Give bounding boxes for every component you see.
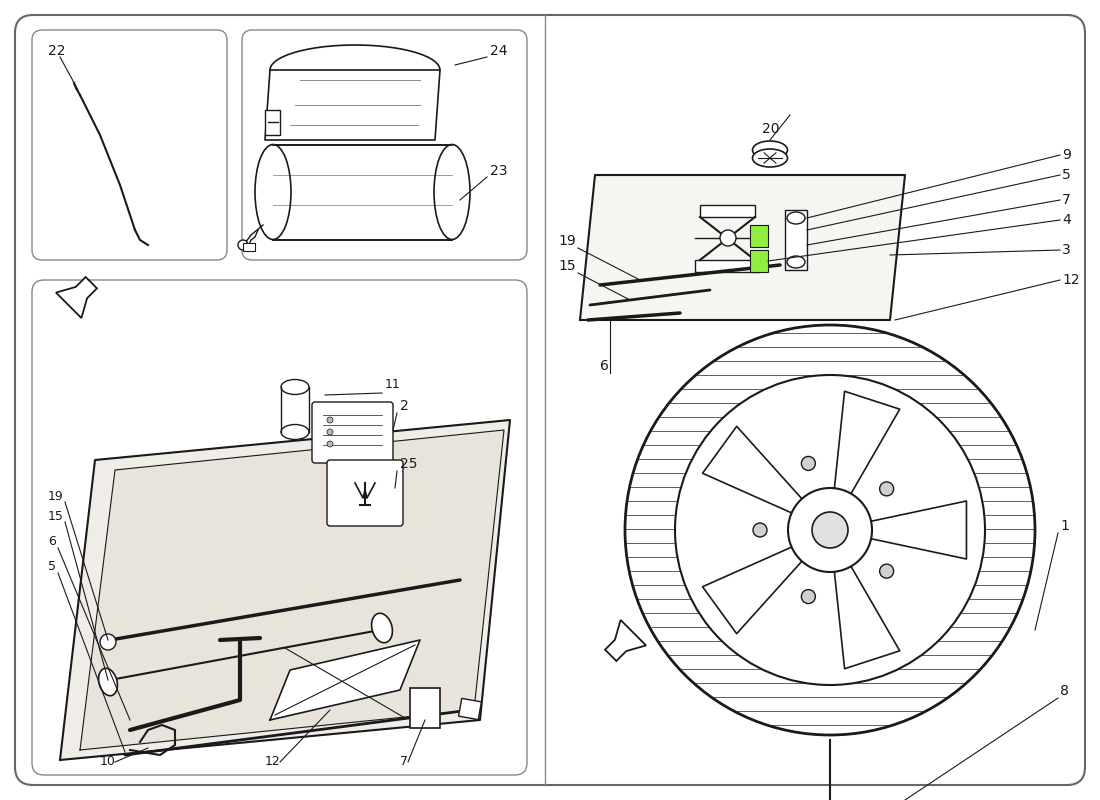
FancyBboxPatch shape — [242, 30, 527, 260]
FancyBboxPatch shape — [273, 145, 452, 240]
Text: 10: 10 — [100, 755, 116, 768]
Polygon shape — [703, 547, 802, 634]
Polygon shape — [265, 70, 440, 140]
Ellipse shape — [99, 668, 118, 696]
Bar — [695, 260, 760, 272]
Bar — [750, 250, 768, 272]
Text: 9: 9 — [1062, 148, 1071, 162]
Circle shape — [327, 429, 333, 435]
Text: 15: 15 — [558, 259, 575, 273]
Text: 6: 6 — [600, 359, 609, 373]
Text: 22: 22 — [48, 44, 66, 58]
Ellipse shape — [280, 425, 309, 439]
Bar — [459, 698, 482, 719]
Circle shape — [100, 634, 116, 650]
Text: 5: 5 — [48, 560, 56, 573]
Text: 7: 7 — [400, 755, 408, 768]
Text: 25: 25 — [400, 457, 418, 471]
Bar — [750, 225, 768, 247]
Ellipse shape — [372, 614, 393, 642]
Text: 4: 4 — [1062, 213, 1070, 227]
Text: 8: 8 — [1060, 684, 1069, 698]
Bar — [273, 145, 452, 240]
Text: 15: 15 — [48, 510, 64, 523]
Text: 19: 19 — [48, 490, 64, 503]
Text: eurospa: eurospa — [734, 370, 906, 490]
Text: 23: 23 — [490, 164, 507, 178]
FancyBboxPatch shape — [32, 30, 227, 260]
Circle shape — [802, 590, 815, 603]
Bar — [785, 210, 807, 270]
Polygon shape — [871, 501, 967, 559]
Text: 20: 20 — [762, 122, 780, 136]
Text: 24: 24 — [490, 44, 507, 58]
Bar — [243, 243, 255, 251]
Polygon shape — [60, 420, 510, 760]
Circle shape — [788, 488, 872, 572]
Text: 6: 6 — [48, 535, 56, 548]
Polygon shape — [835, 391, 900, 494]
Circle shape — [238, 240, 248, 250]
Ellipse shape — [255, 145, 292, 239]
Bar — [410, 688, 440, 728]
Circle shape — [754, 523, 767, 537]
Ellipse shape — [752, 141, 788, 159]
Polygon shape — [80, 430, 504, 750]
Polygon shape — [580, 175, 905, 320]
Text: 5: 5 — [1062, 168, 1070, 182]
Text: 1: 1 — [1060, 519, 1069, 533]
Text: 19: 19 — [558, 234, 575, 248]
FancyBboxPatch shape — [312, 402, 393, 463]
Circle shape — [327, 417, 333, 423]
Polygon shape — [270, 640, 420, 720]
Text: 12: 12 — [265, 755, 280, 768]
Text: a partner parts since 1985: a partner parts since 1985 — [226, 541, 410, 655]
Ellipse shape — [786, 256, 805, 268]
Text: eurospa: eurospa — [243, 513, 377, 607]
Ellipse shape — [752, 149, 788, 167]
Text: a partner parts since 1985: a partner parts since 1985 — [713, 407, 947, 553]
Ellipse shape — [280, 379, 309, 394]
Circle shape — [880, 482, 893, 496]
Text: 3: 3 — [1062, 243, 1070, 257]
FancyBboxPatch shape — [327, 460, 403, 526]
Text: 2: 2 — [400, 399, 409, 413]
Ellipse shape — [786, 212, 805, 224]
Bar — [280, 387, 309, 432]
Circle shape — [720, 230, 736, 246]
Polygon shape — [703, 426, 802, 513]
Text: 12: 12 — [1062, 273, 1079, 287]
Circle shape — [880, 564, 893, 578]
Polygon shape — [835, 566, 900, 669]
Text: 11: 11 — [385, 378, 400, 391]
Polygon shape — [56, 277, 97, 318]
Polygon shape — [605, 620, 646, 661]
Ellipse shape — [434, 145, 470, 239]
Circle shape — [625, 325, 1035, 735]
Circle shape — [327, 441, 333, 447]
Circle shape — [675, 375, 984, 685]
Bar — [265, 110, 280, 135]
FancyBboxPatch shape — [15, 15, 1085, 785]
Circle shape — [812, 512, 848, 548]
Circle shape — [802, 457, 815, 470]
Bar — [700, 205, 755, 217]
FancyBboxPatch shape — [32, 280, 527, 775]
Text: 7: 7 — [1062, 193, 1070, 207]
